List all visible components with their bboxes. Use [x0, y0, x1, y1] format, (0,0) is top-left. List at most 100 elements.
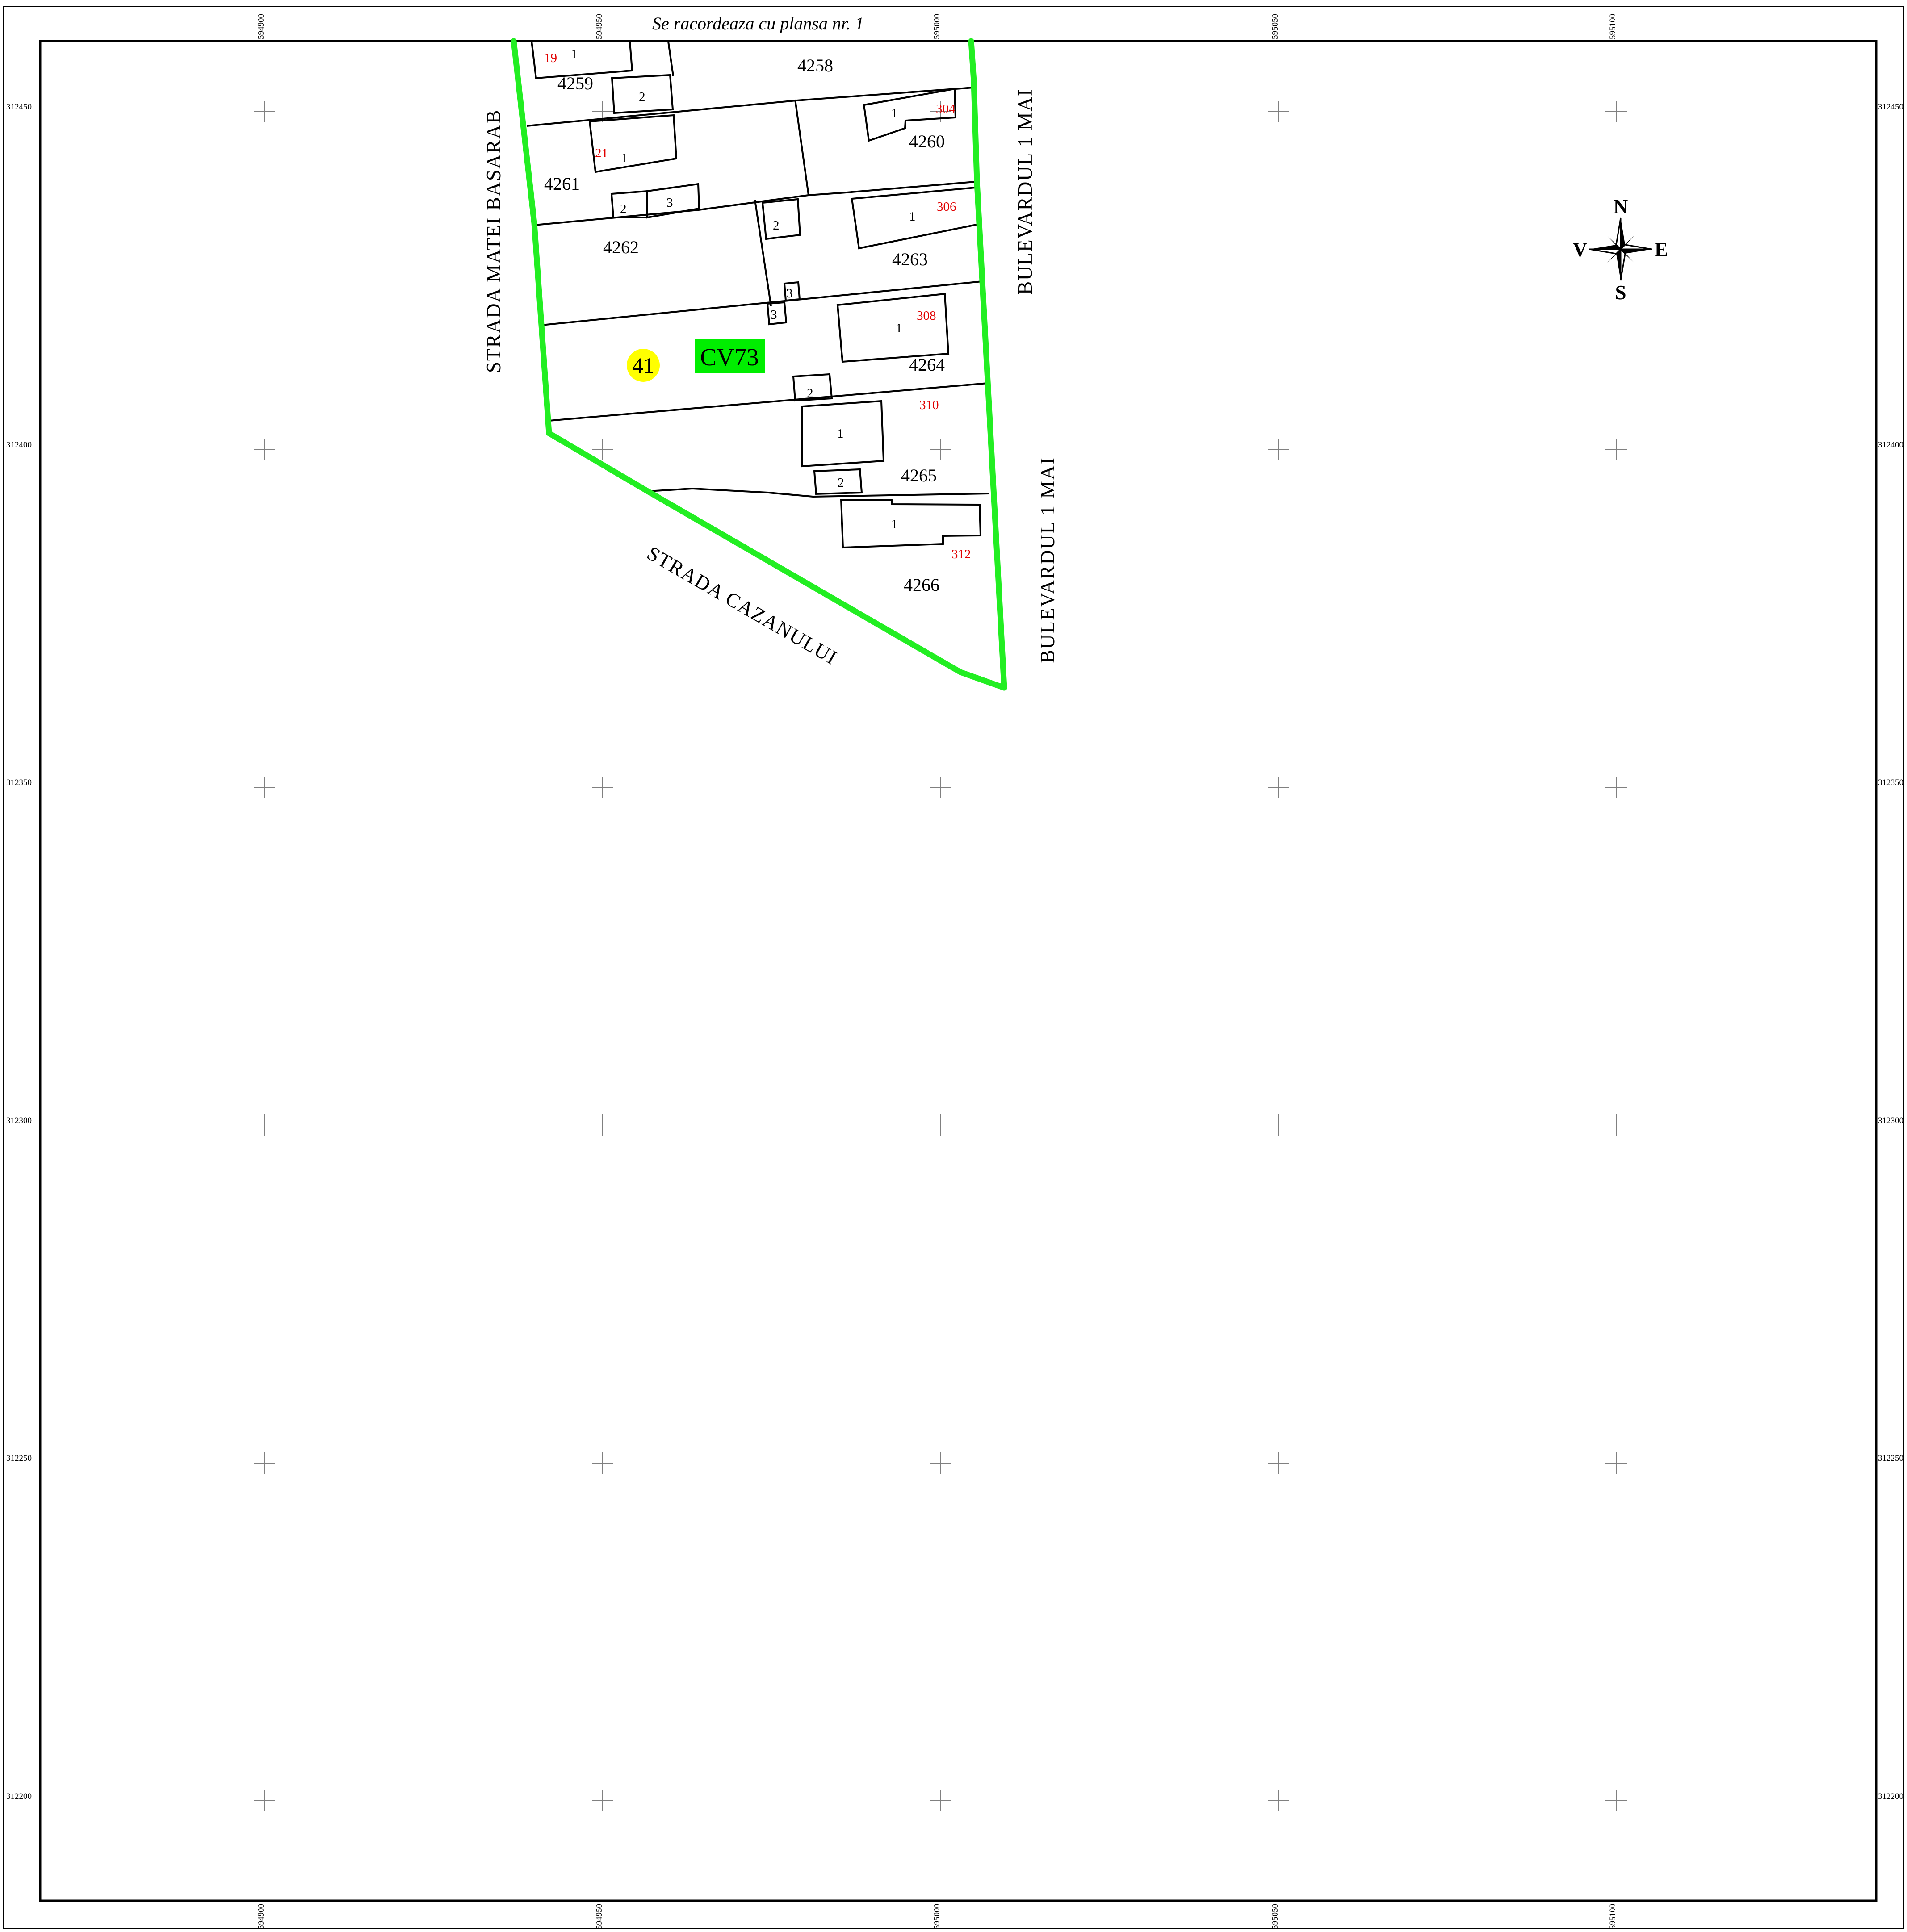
building-number: 2: [773, 218, 780, 233]
sector-code-bg: [695, 339, 765, 373]
building-outline: [783, 281, 801, 302]
building-number: 3: [666, 196, 673, 210]
building-number: 1: [891, 517, 898, 531]
y-coord-label: 312300: [6, 1116, 32, 1125]
compass-south: S: [1615, 281, 1626, 304]
building-outline: [766, 301, 788, 326]
grid-cross: [1605, 777, 1627, 798]
building-number: 1: [891, 106, 898, 121]
grid-cross: [254, 777, 275, 798]
address-number: 19: [544, 51, 557, 65]
building-number: 1: [896, 321, 902, 335]
address-number: 308: [917, 309, 936, 323]
grid-cross: [254, 439, 275, 460]
grid-cross: [1268, 1452, 1289, 1474]
y-coord-label: 312200: [1878, 1792, 1903, 1801]
building-outline: [801, 400, 885, 468]
grid-cross: [1605, 1790, 1627, 1811]
building-number: 1: [909, 209, 916, 224]
parcel-line: [667, 41, 674, 76]
grid-cross: [1605, 101, 1627, 122]
building-number: 3: [771, 308, 777, 322]
street-label-cazanului: STRADA CAZANULUI: [643, 542, 842, 669]
compass-west: V: [1573, 238, 1588, 261]
parcel-number-4265: 4265: [901, 465, 937, 485]
street-label-bulevardul-1-mai-upper: BULEVARDUL 1 MAI: [1014, 88, 1036, 295]
grid-cross: [930, 1114, 951, 1136]
building-outline: [840, 499, 982, 549]
boundary-south: [546, 430, 1007, 691]
building-outline: [792, 373, 833, 402]
compass-star-icon: [1589, 217, 1652, 281]
building-number: 3: [786, 286, 793, 301]
grid-cross: [254, 1114, 275, 1136]
grid-y-labels-left: 312450 312400 312350 312300 312250 31220…: [6, 102, 32, 1801]
grid-cross: [930, 439, 951, 460]
sector-boundary: [511, 38, 1007, 691]
parcel-line: [541, 280, 983, 326]
grid-cross: [254, 1452, 275, 1474]
sector-number: 41: [632, 353, 654, 378]
building-number: 2: [620, 202, 627, 216]
grid-cross: [1268, 777, 1289, 798]
boundary-west: [511, 38, 552, 436]
parcel-line: [534, 181, 976, 226]
parcel-number-4264: 4264: [909, 355, 945, 375]
x-coord-label: 595050: [1270, 1904, 1280, 1929]
y-coord-label: 312350: [1878, 778, 1903, 787]
y-coord-label: 312350: [6, 778, 32, 787]
street-label-bulevardul-1-mai-lower: BULEVARDUL 1 MAI: [1036, 457, 1059, 663]
building-outline: [530, 40, 633, 79]
building-number: 1: [837, 427, 844, 441]
grid-cross: [592, 439, 613, 460]
x-coord-label: 595050: [1270, 14, 1280, 39]
building-number: 1: [571, 47, 578, 61]
building-outline: [761, 198, 801, 240]
address-number: 306: [937, 200, 956, 214]
x-coord-label: 595000: [932, 14, 942, 39]
building-number: 1: [621, 151, 628, 165]
parcel-line: [647, 487, 990, 498]
building-number: 2: [838, 476, 844, 490]
address-number: 304: [936, 102, 956, 116]
grid-cross: [592, 777, 613, 798]
building-outline: [646, 183, 700, 219]
y-coord-label: 312400: [1878, 440, 1903, 450]
building-outline: [611, 74, 674, 114]
building-outline: [813, 468, 863, 495]
address-number: 312: [951, 547, 971, 561]
sector-badge-circle: [627, 349, 660, 382]
building-outline: [588, 114, 678, 173]
grid-cross: [592, 1452, 613, 1474]
grid-cross: [930, 1452, 951, 1474]
x-coord-label: 595100: [1608, 1904, 1618, 1929]
sector-code: CV73: [700, 343, 759, 371]
y-coord-label: 312450: [6, 102, 32, 112]
y-coord-label: 312250: [6, 1454, 32, 1463]
grid-crosses: [254, 101, 1627, 1811]
building-number: 2: [639, 90, 645, 104]
compass-rose: N S E V: [1573, 196, 1668, 304]
x-coord-label: 595000: [932, 1904, 942, 1929]
grid-cross: [1268, 1790, 1289, 1811]
parcel-number-4266: 4266: [904, 575, 939, 595]
grid-cross: [592, 1114, 613, 1136]
map-frame: [39, 40, 1878, 1902]
compass-east: E: [1655, 238, 1668, 261]
sheet-border: [3, 6, 1904, 1929]
parcel-number-4263: 4263: [892, 249, 928, 269]
y-coord-label: 312450: [1878, 102, 1903, 112]
grid-x-labels-bottom: 594900 594950 595000 595050 595100: [256, 1904, 1618, 1929]
grid-cross: [1268, 439, 1289, 460]
parcel-line: [794, 99, 809, 196]
grid-cross: [254, 1790, 275, 1811]
parcel-number-4262: 4262: [603, 237, 639, 257]
grid-y-labels-right: 312450 312400 312350 312300 312250 31220…: [1878, 102, 1903, 1801]
building-number: 2: [807, 386, 813, 401]
street-label-matei-basarab: STRADA MATEI BASARAB: [482, 109, 505, 373]
y-coord-label: 312250: [1878, 1454, 1903, 1463]
sector-number-badge: 41: [627, 349, 660, 382]
grid-cross: [1605, 1114, 1627, 1136]
x-coord-label: 594950: [595, 1904, 604, 1929]
